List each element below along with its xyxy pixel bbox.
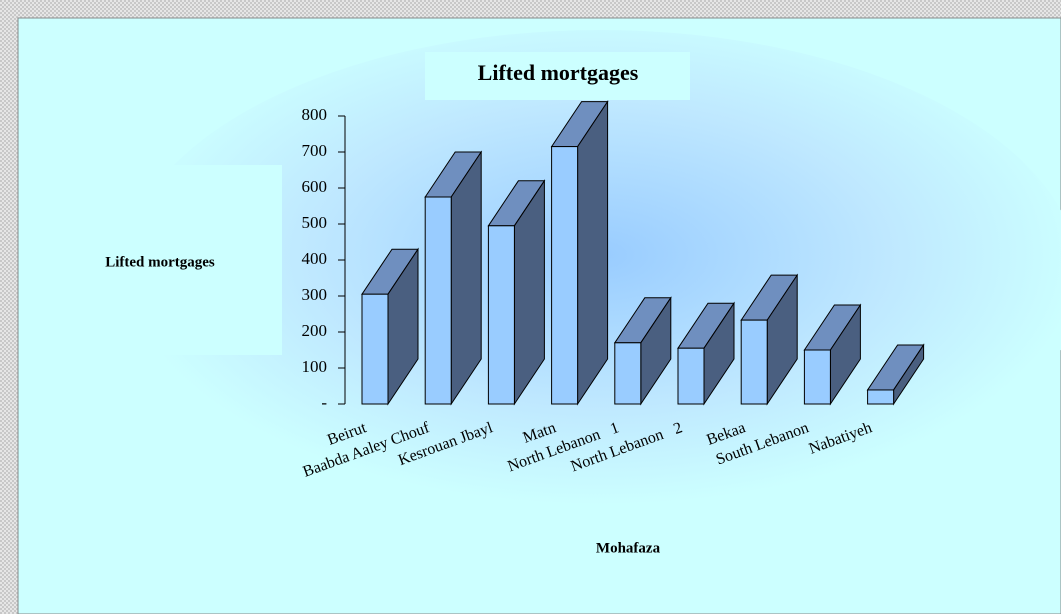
y-tick-label: 400 (302, 249, 328, 268)
x-label-box (545, 525, 715, 573)
bar (803, 349, 831, 405)
y-tick-label: 100 (302, 357, 328, 376)
y-tick-label: 500 (302, 213, 328, 232)
y-tick-label: 800 (302, 105, 328, 124)
bar-side (577, 99, 609, 406)
bar (551, 146, 579, 405)
y-tick-label: - (321, 393, 327, 412)
x-axis-label: Mohafaza (596, 540, 661, 556)
bar (361, 293, 389, 405)
y-label-box (20, 165, 282, 355)
bar-side (450, 150, 482, 406)
bar (487, 225, 515, 405)
title-box (425, 52, 690, 100)
bar (867, 389, 895, 405)
y-tick-label: 300 (302, 285, 328, 304)
y-tick-label: 600 (302, 177, 328, 196)
bar (677, 347, 705, 405)
y-axis-label: Lifted mortgages (105, 254, 215, 270)
bar (740, 319, 768, 405)
chart-title: Lifted mortgages (478, 60, 639, 85)
y-tick-label: 200 (302, 321, 328, 340)
bar (614, 342, 642, 405)
y-tick-label: 700 (302, 141, 328, 160)
bar (424, 196, 452, 405)
